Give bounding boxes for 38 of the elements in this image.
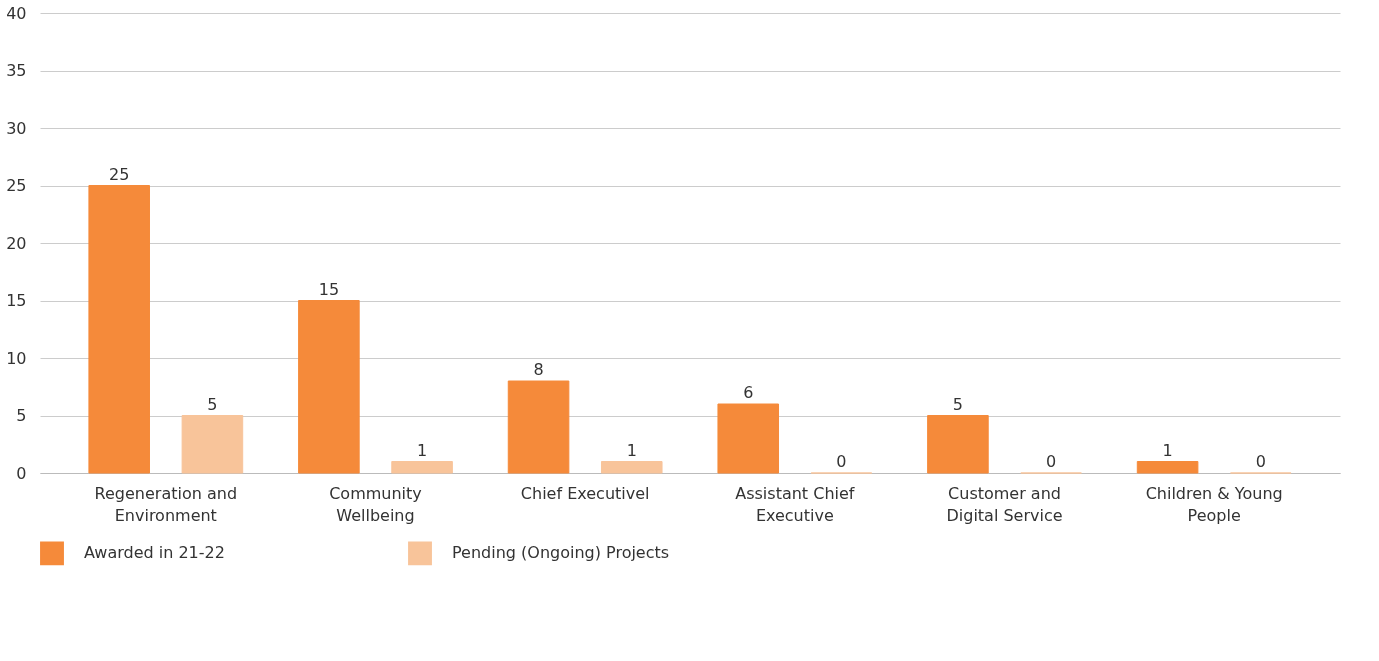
bar (88, 185, 150, 474)
y-tick-label: 40 (6, 3, 27, 23)
data-label: 5 (952, 394, 964, 414)
data-label: 25 (109, 164, 130, 184)
y-tick-label: 10 (6, 348, 27, 368)
bar (1136, 461, 1199, 474)
x-tick-label: Regeneration and Environment (94, 483, 238, 525)
y-tick-label: 25 (6, 176, 27, 195)
y-tick-label: 0 (16, 463, 27, 483)
data-label: 8 (533, 360, 544, 379)
data-label: 1 (1162, 440, 1173, 460)
y-tick-label: 20 (6, 233, 27, 253)
bar (298, 300, 360, 474)
x-tick-label: Customer and Digital Service (946, 483, 1063, 525)
y-tick-label: 35 (6, 61, 27, 80)
y-tick-label: 5 (16, 406, 27, 425)
x-tick-label: Community Wellbeing (329, 483, 422, 525)
bar (181, 415, 244, 474)
legend-label: Awarded in 21-22 (84, 543, 225, 563)
data-label: 1 (416, 440, 428, 460)
data-label: 1 (626, 440, 637, 460)
bar (600, 461, 663, 474)
data-label: 6 (743, 383, 754, 402)
bar (717, 403, 780, 474)
data-label: 5 (207, 394, 218, 414)
data-label: 15 (318, 279, 340, 299)
x-tick-label: Chief Executivel (520, 483, 650, 503)
data-label: 0 (1255, 452, 1266, 471)
bar (391, 461, 453, 474)
bar (927, 415, 989, 474)
bar (507, 380, 570, 474)
y-tick-label: 30 (6, 118, 27, 138)
x-tick-label: Children & Young People (1145, 483, 1283, 525)
x-tick-label: Assistant Chief Executive (735, 483, 855, 525)
data-label: 0 (1046, 452, 1057, 471)
data-label: 0 (836, 452, 847, 471)
y-tick-label: 15 (6, 291, 27, 310)
legend-label: Pending (Ongoing) Projects (452, 543, 670, 563)
